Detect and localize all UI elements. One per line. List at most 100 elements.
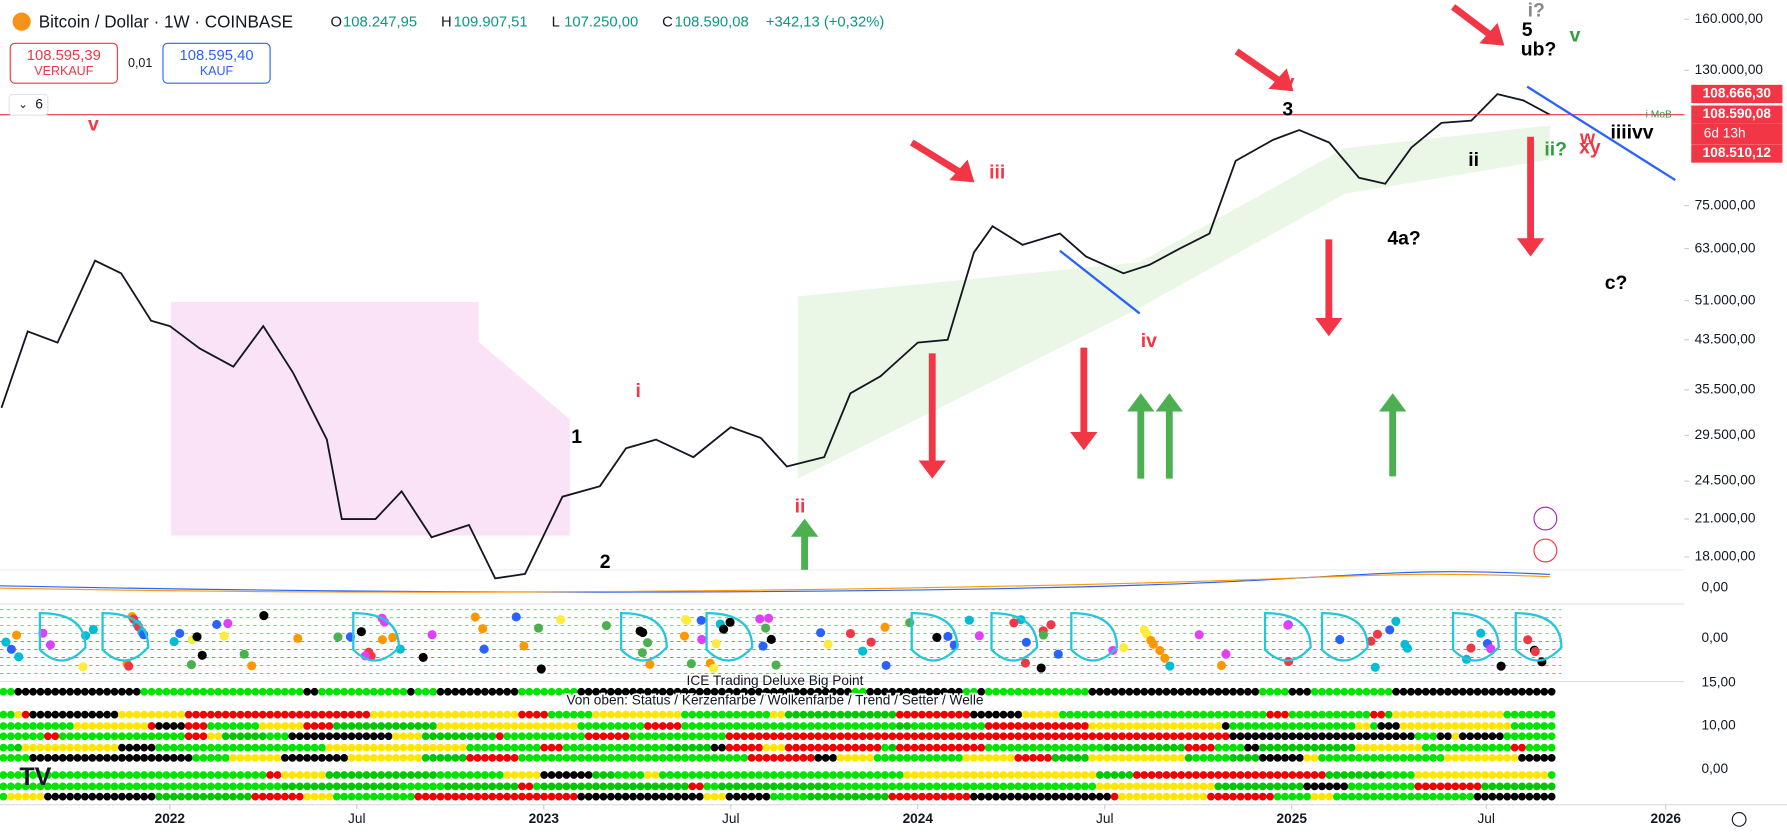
sell-box[interactable] <box>9 42 118 84</box>
chevron[interactable]: ⌄ <box>18 99 28 111</box>
heat-dot <box>510 687 519 696</box>
buy-price[interactable]: 108.595,40 <box>180 48 254 64</box>
settings-icon[interactable] <box>1731 812 1747 827</box>
heat-dot <box>1177 743 1186 752</box>
heat-dot <box>1214 743 1223 752</box>
heat-dot <box>125 722 134 730</box>
heat-dot <box>1355 792 1363 801</box>
heat-dot <box>962 687 971 696</box>
heat-dot <box>125 754 134 762</box>
event-icon[interactable] <box>1533 506 1558 531</box>
heat-dot <box>1221 782 1230 791</box>
heat-dot <box>1066 754 1075 762</box>
heat-dot <box>955 743 963 752</box>
indicator-toggle[interactable]: ⌄ 6 <box>8 94 49 116</box>
heat-dot <box>199 722 208 730</box>
sell-button[interactable]: 108.595,39 VERKAUF <box>9 42 118 84</box>
buy-label[interactable]: KAUF <box>200 64 234 78</box>
heat-dot <box>873 754 882 762</box>
heat-dot <box>1132 743 1141 752</box>
heat-dot <box>347 743 356 752</box>
heat-dot <box>177 771 186 779</box>
heat-dot <box>984 782 993 791</box>
heat-dot <box>1162 710 1171 719</box>
tv-logo: TV <box>19 763 51 791</box>
heat-dot <box>621 792 630 801</box>
heat-dot <box>1169 732 1178 741</box>
heat-dot <box>1429 792 1438 801</box>
signal-dot <box>1530 646 1540 657</box>
heat-dot <box>1458 792 1467 801</box>
heat-dot <box>1051 771 1060 779</box>
heat-dot <box>436 732 445 741</box>
heat-dot <box>777 732 786 741</box>
signal-dot <box>212 619 222 630</box>
heat-dot <box>925 792 934 801</box>
heat-dot <box>503 792 512 801</box>
heat-dot <box>1073 732 1082 741</box>
heat-dot <box>844 792 852 801</box>
heat-dot <box>992 782 1000 791</box>
heat-dot <box>1273 754 1282 762</box>
heat-dot <box>1518 722 1526 730</box>
heat-dot <box>644 710 652 719</box>
heat-dot <box>910 754 919 762</box>
heat-dot <box>488 732 497 741</box>
heat-dot <box>1258 754 1267 762</box>
heat-dot <box>881 687 889 696</box>
heat-dot <box>236 743 245 752</box>
heat-dot <box>118 732 126 741</box>
sell-label[interactable]: VERKAUF <box>34 64 93 78</box>
heat-dot <box>1421 710 1430 719</box>
heat-dot <box>740 754 749 762</box>
heat-dot <box>1495 792 1504 801</box>
heat-dot <box>1236 743 1245 752</box>
heat-dot <box>1540 687 1549 696</box>
heat-dot <box>1377 732 1386 741</box>
heat-dot <box>969 771 978 779</box>
heat-dot <box>421 732 430 741</box>
heat-dot <box>214 754 223 762</box>
heat-dot <box>1244 722 1252 730</box>
heat-dot <box>473 743 482 752</box>
heat-dot <box>732 792 741 801</box>
signal-dot <box>881 660 891 670</box>
heat-dot <box>6 743 15 752</box>
heat-dot <box>866 687 875 696</box>
heat-dot <box>29 722 37 730</box>
signal-dot <box>1194 630 1204 640</box>
heat-dot <box>636 687 645 696</box>
heat-dot <box>406 687 415 696</box>
heat-dot <box>836 792 845 801</box>
heat-dot <box>1318 754 1326 762</box>
heat-dot <box>1295 792 1304 801</box>
heat-dot <box>984 687 993 696</box>
heat-dot <box>95 792 104 801</box>
sell-price[interactable]: 108.595,39 <box>27 48 101 64</box>
heat-dot <box>1281 792 1289 801</box>
heat-dot <box>1340 792 1349 801</box>
heat-dot <box>658 687 667 696</box>
x-tick-label: 2022 <box>155 811 186 826</box>
heat-dot <box>814 732 823 741</box>
indicator-count[interactable]: 6 <box>35 96 43 111</box>
heat-dot <box>1444 722 1452 730</box>
heat-dot <box>399 743 408 752</box>
toggle-box[interactable] <box>8 94 49 116</box>
heat-dot <box>1169 710 1178 719</box>
heat-dot <box>244 754 252 762</box>
flag-icon[interactable] <box>1533 538 1558 563</box>
heat-dot <box>473 792 482 801</box>
heat-dot <box>532 782 541 791</box>
heat-dot <box>444 782 452 791</box>
heat-dot <box>762 782 771 791</box>
heat-dot <box>503 687 512 696</box>
heat-dot <box>1162 782 1171 791</box>
buy-box[interactable] <box>162 42 271 84</box>
heat-dot <box>421 722 430 730</box>
buy-button[interactable]: 108.595,40 KAUF <box>162 42 271 84</box>
heat-dot <box>703 792 712 801</box>
heat-dot <box>1532 792 1541 801</box>
heat-dot <box>740 687 749 696</box>
heat-dot <box>1332 771 1341 779</box>
